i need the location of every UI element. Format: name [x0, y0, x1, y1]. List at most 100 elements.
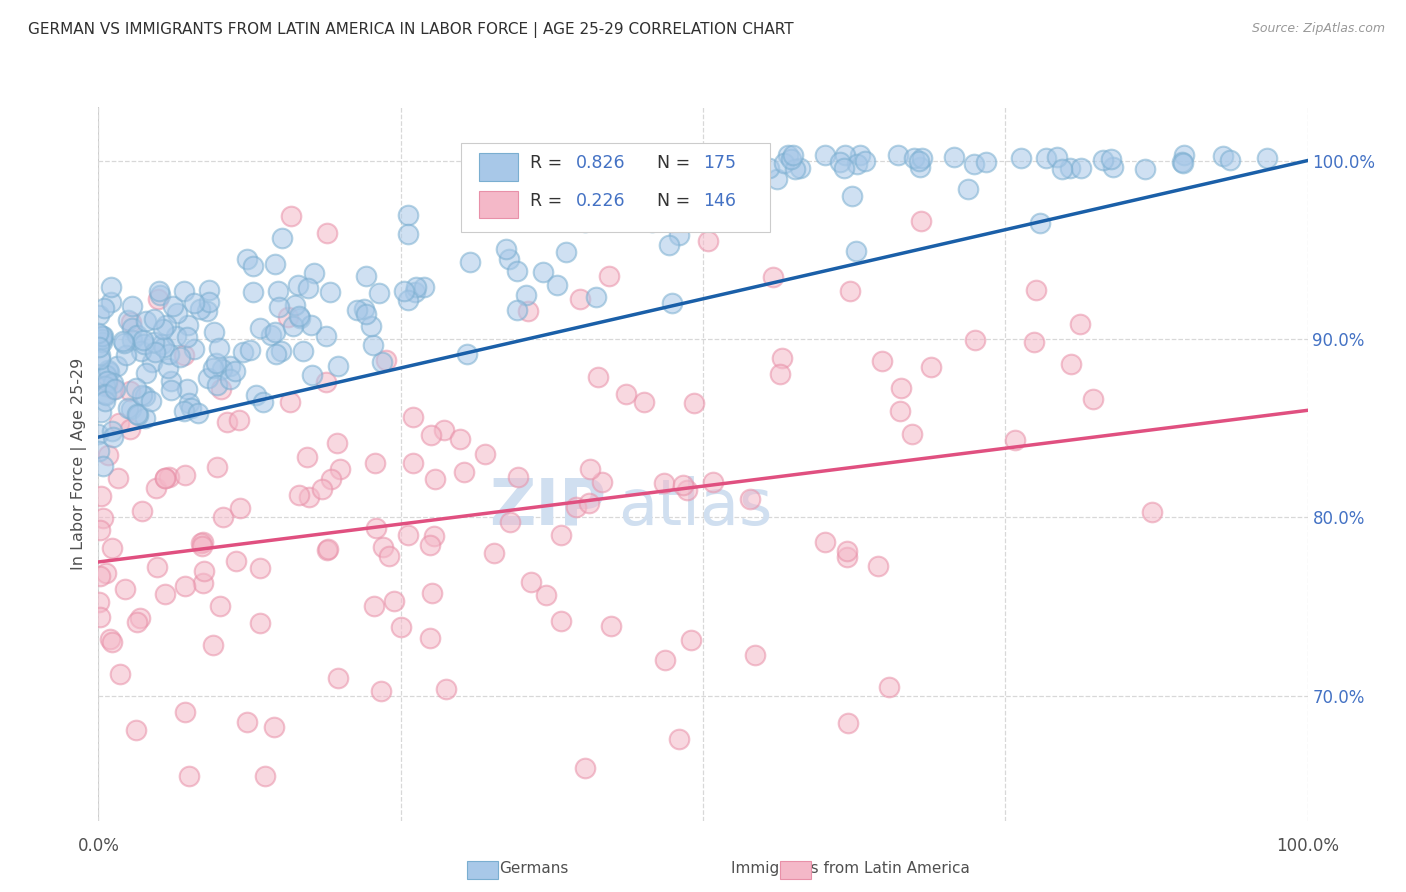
Point: [367, 286, 389, 301]
Point: [101, 376, 124, 390]
Point: [143, 335, 166, 350]
Point: [908, 154, 931, 169]
Point: [506, 303, 529, 318]
Point: [252, 395, 274, 409]
Point: [131, 343, 153, 358]
Point: [205, 356, 228, 370]
Point: [668, 227, 690, 242]
Point: [157, 470, 180, 484]
Point: [316, 542, 339, 557]
Point: [141, 355, 163, 369]
Point: [770, 351, 793, 366]
Point: [578, 496, 600, 510]
Point: [354, 268, 377, 283]
Point: [401, 410, 423, 425]
Point: [550, 614, 572, 628]
Point: [155, 318, 177, 332]
Point: [87, 443, 110, 458]
Point: [599, 619, 621, 633]
Point: [159, 374, 181, 388]
Point: [396, 528, 419, 542]
Point: [249, 616, 271, 631]
Point: [1171, 154, 1194, 169]
Point: [121, 333, 143, 347]
Point: [1022, 335, 1045, 350]
Point: [433, 424, 456, 438]
Point: [402, 456, 425, 470]
Point: [392, 285, 415, 299]
Point: [97, 448, 120, 462]
Point: [1069, 317, 1091, 331]
Point: [419, 538, 441, 552]
Point: [101, 635, 124, 649]
Point: [271, 231, 294, 245]
Point: [363, 599, 385, 613]
Text: GERMAN VS IMMIGRANTS FROM LATIN AMERICA IN LABOR FORCE | AGE 25-29 CORRELATION C: GERMAN VS IMMIGRANTS FROM LATIN AMERICA …: [28, 22, 794, 38]
Point: [586, 370, 609, 384]
Point: [131, 504, 153, 518]
Point: [201, 639, 224, 653]
Point: [280, 209, 302, 223]
Point: [249, 321, 271, 335]
Point: [697, 235, 720, 249]
Point: [94, 566, 117, 580]
Point: [1212, 149, 1234, 163]
Point: [495, 242, 517, 256]
Point: [624, 162, 647, 177]
Point: [211, 510, 233, 524]
Point: [132, 333, 155, 347]
Point: [1060, 357, 1083, 371]
Point: [118, 384, 141, 399]
Point: [98, 365, 121, 379]
Point: [134, 411, 156, 425]
Point: [319, 285, 342, 300]
Point: [301, 368, 323, 382]
Point: [94, 393, 117, 408]
Point: [974, 155, 997, 169]
Point: [654, 653, 676, 667]
Point: [910, 214, 932, 228]
Point: [148, 292, 170, 306]
Point: [93, 301, 115, 315]
Point: [281, 319, 304, 334]
Point: [143, 311, 166, 326]
Point: [326, 671, 349, 685]
Point: [153, 587, 176, 601]
Point: [679, 633, 702, 648]
Point: [291, 344, 314, 359]
Point: [91, 329, 114, 343]
Point: [785, 161, 807, 176]
Point: [145, 481, 167, 495]
Point: [135, 366, 157, 380]
Point: [96, 374, 118, 388]
Point: [738, 179, 761, 194]
Point: [956, 182, 979, 196]
Point: [449, 432, 471, 446]
Point: [389, 620, 412, 634]
Point: [963, 157, 986, 171]
Point: [773, 156, 796, 170]
Point: [143, 344, 166, 359]
Point: [153, 340, 176, 354]
Point: [260, 328, 283, 343]
Point: [903, 151, 925, 165]
Point: [174, 579, 197, 593]
Point: [641, 215, 664, 229]
Point: [963, 333, 986, 347]
Point: [120, 401, 142, 416]
Point: [900, 426, 922, 441]
Point: [111, 334, 134, 348]
Point: [1004, 433, 1026, 447]
Point: [1046, 150, 1069, 164]
Point: [208, 599, 231, 613]
Point: [195, 304, 218, 318]
Point: [98, 632, 121, 647]
Point: [1081, 392, 1104, 407]
Point: [591, 475, 613, 489]
Point: [319, 472, 342, 486]
Point: [877, 680, 900, 694]
Point: [94, 388, 117, 402]
Point: [134, 389, 156, 403]
Point: [179, 395, 201, 409]
Point: [150, 337, 173, 351]
